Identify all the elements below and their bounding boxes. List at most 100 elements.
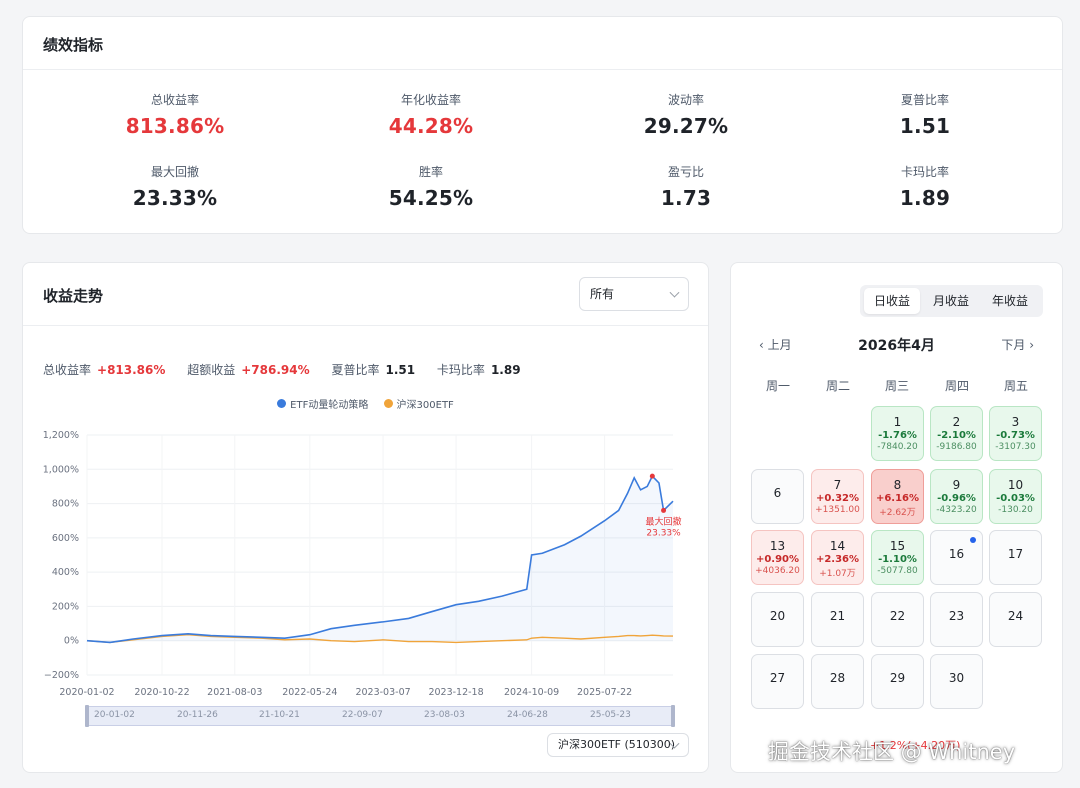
range-select[interactable]: 所有 [579, 277, 689, 311]
calendar-day-22[interactable]: 22 [871, 592, 924, 647]
trend-summary: 总收益率 +813.86% 超额收益 +786.94% 夏普比率 1.51 卡玛比率 1… [43, 361, 539, 378]
zoom-handle-left[interactable] [85, 705, 89, 727]
x-tick-label: 2024-10-09 [504, 687, 559, 698]
x-tick-label: 2021-08-03 [207, 687, 262, 698]
weekday-header: 周三 [884, 379, 909, 393]
metric-total-return: 总收益率 813.86% [45, 91, 305, 138]
day-return-pct: -0.03% [996, 493, 1035, 504]
calendar-day-17[interactable]: 17 [989, 530, 1042, 585]
summary-label: 卡玛比率 [436, 363, 485, 377]
metric-label: 波动率 [667, 93, 704, 107]
calendar-day-7[interactable]: 7 +0.32% +1351.00 [811, 469, 864, 524]
day-number: 29 [889, 671, 906, 685]
day-number: 3 [1011, 415, 1020, 429]
legend-label: 沪深300ETF [396, 400, 454, 411]
month-total: +1.2%(+4.20万) [870, 739, 961, 752]
calendar-day-15[interactable]: 15 -1.10% -5077.80 [871, 530, 924, 585]
drawdown-annotation-label: 最大回撤 [646, 515, 682, 527]
metric-label: 胜率 [418, 165, 443, 179]
day-number: 23 [948, 609, 965, 623]
calendar-day-13[interactable]: 13 +0.90% +4036.20 [751, 530, 804, 585]
zoom-handle-right[interactable] [671, 705, 675, 727]
strategy-area [87, 476, 673, 643]
y-tick-label: 800% [52, 499, 79, 510]
prev-month-label: 上月 [767, 338, 792, 352]
day-number: 30 [948, 671, 965, 685]
metric-value: 29.27% [643, 114, 729, 138]
day-return-amount: -3107.30 [995, 442, 1036, 452]
metric-label: 盈亏比 [667, 165, 704, 179]
metric-volatility: 波动率 29.27% [556, 91, 816, 138]
day-number: 8 [893, 478, 902, 492]
prev-month-button[interactable]: ‹ 上月 [759, 336, 792, 353]
calendar-day-24[interactable]: 24 [989, 592, 1042, 647]
next-month-button[interactable]: 下月 › [1001, 336, 1034, 353]
metric-value: 1.51 [899, 114, 951, 138]
day-number: 15 [889, 539, 906, 553]
summary-value: +813.86% [97, 363, 166, 377]
calendar-day-21[interactable]: 21 [811, 592, 864, 647]
watermark: 掘金技术社区 @ Whitney [768, 740, 1016, 764]
y-tick-label: 1,000% [43, 464, 79, 475]
day-return-pct: +0.32% [815, 493, 860, 504]
zoom-slider[interactable]: 20-01-02 20-11-26 21-10-21 22-09-07 23-0… [85, 705, 675, 727]
period-tabs: 日收益 月收益 年收益 [860, 285, 1043, 317]
day-number: 16 [948, 547, 965, 561]
zoom-label: 20-11-26 [177, 710, 218, 720]
day-number: 20 [769, 609, 786, 623]
calendar-day-9[interactable]: 9 -0.96% -4323.20 [930, 469, 983, 524]
calendar-day-16[interactable]: 16 [930, 530, 983, 585]
calendar-day-20[interactable]: 20 [751, 592, 804, 647]
calendar-day-8[interactable]: 8 +6.16% +2.62万 [871, 469, 924, 524]
benchmark-select-value: 沪深300ETF (510300) [558, 738, 676, 751]
day-number: 7 [833, 478, 842, 492]
calendar-day-3[interactable]: 3 -0.73% -3107.30 [989, 406, 1042, 461]
weekday-header: 周二 [825, 379, 850, 393]
chevron-down-icon [669, 287, 680, 298]
legend-item-strategy[interactable]: ETF动量轮动策略 [277, 396, 368, 411]
metric-label: 夏普比率 [900, 93, 949, 107]
metric-profit-loss-ratio: 盈亏比 1.73 [556, 163, 816, 210]
metric-annual-return: 年化收益率 44.28% [301, 91, 561, 138]
benchmark-select[interactable]: 沪深300ETF (510300) [547, 733, 689, 757]
chevron-left-icon: ‹ [759, 338, 764, 352]
calendar-day-23[interactable]: 23 [930, 592, 983, 647]
legend-item-benchmark[interactable]: 沪深300ETF [383, 396, 454, 411]
metric-value: 54.25% [388, 186, 474, 210]
day-return-amount: +4036.20 [755, 566, 800, 576]
day-number: 14 [829, 539, 846, 553]
metric-win-rate: 胜率 54.25% [301, 163, 561, 210]
day-number: 13 [769, 539, 786, 553]
day-number: 24 [1007, 609, 1024, 623]
summary-value: +786.94% [241, 363, 310, 377]
day-number: 22 [889, 609, 906, 623]
tab-monthly[interactable]: 月收益 [932, 294, 969, 308]
calendar-day-28[interactable]: 28 [811, 654, 864, 709]
calendar-day-27[interactable]: 27 [751, 654, 804, 709]
calendar-day-30[interactable]: 30 [930, 654, 983, 709]
day-return-amount: +1.07万 [819, 569, 856, 579]
zoom-label: 25-05-23 [590, 710, 631, 720]
calendar-day-2[interactable]: 2 -2.10% -9186.80 [930, 406, 983, 461]
x-tick-label: 2025-07-22 [577, 687, 632, 698]
calendar-day-14[interactable]: 14 +2.36% +1.07万 [811, 530, 864, 585]
tab-yearly[interactable]: 年收益 [991, 294, 1028, 308]
calendar-day-1[interactable]: 1 -1.76% -7840.20 [871, 406, 924, 461]
range-select-value: 所有 [590, 287, 615, 301]
metric-value: 44.28% [388, 114, 474, 138]
y-tick-label: 600% [52, 533, 79, 544]
y-tick-label: 200% [52, 601, 79, 612]
x-tick-label: 2020-01-02 [59, 687, 114, 698]
trend-divider [23, 325, 708, 326]
day-return-pct: -1.10% [878, 554, 917, 565]
calendar-day-10[interactable]: 10 -0.03% -130.20 [989, 469, 1042, 524]
tab-daily[interactable]: 日收益 [864, 288, 920, 314]
calendar-day-6[interactable]: 6 [751, 469, 804, 524]
metric-value: 1.73 [660, 186, 712, 210]
calendar-day-29[interactable]: 29 [871, 654, 924, 709]
summary-label: 总收益率 [43, 363, 92, 377]
drawdown-annotation-value: 23.33% [646, 528, 681, 538]
strategy-series-line [86, 474, 674, 644]
summary-label: 超额收益 [187, 363, 236, 377]
calendar-month-title: 2026年4月 [858, 338, 935, 354]
